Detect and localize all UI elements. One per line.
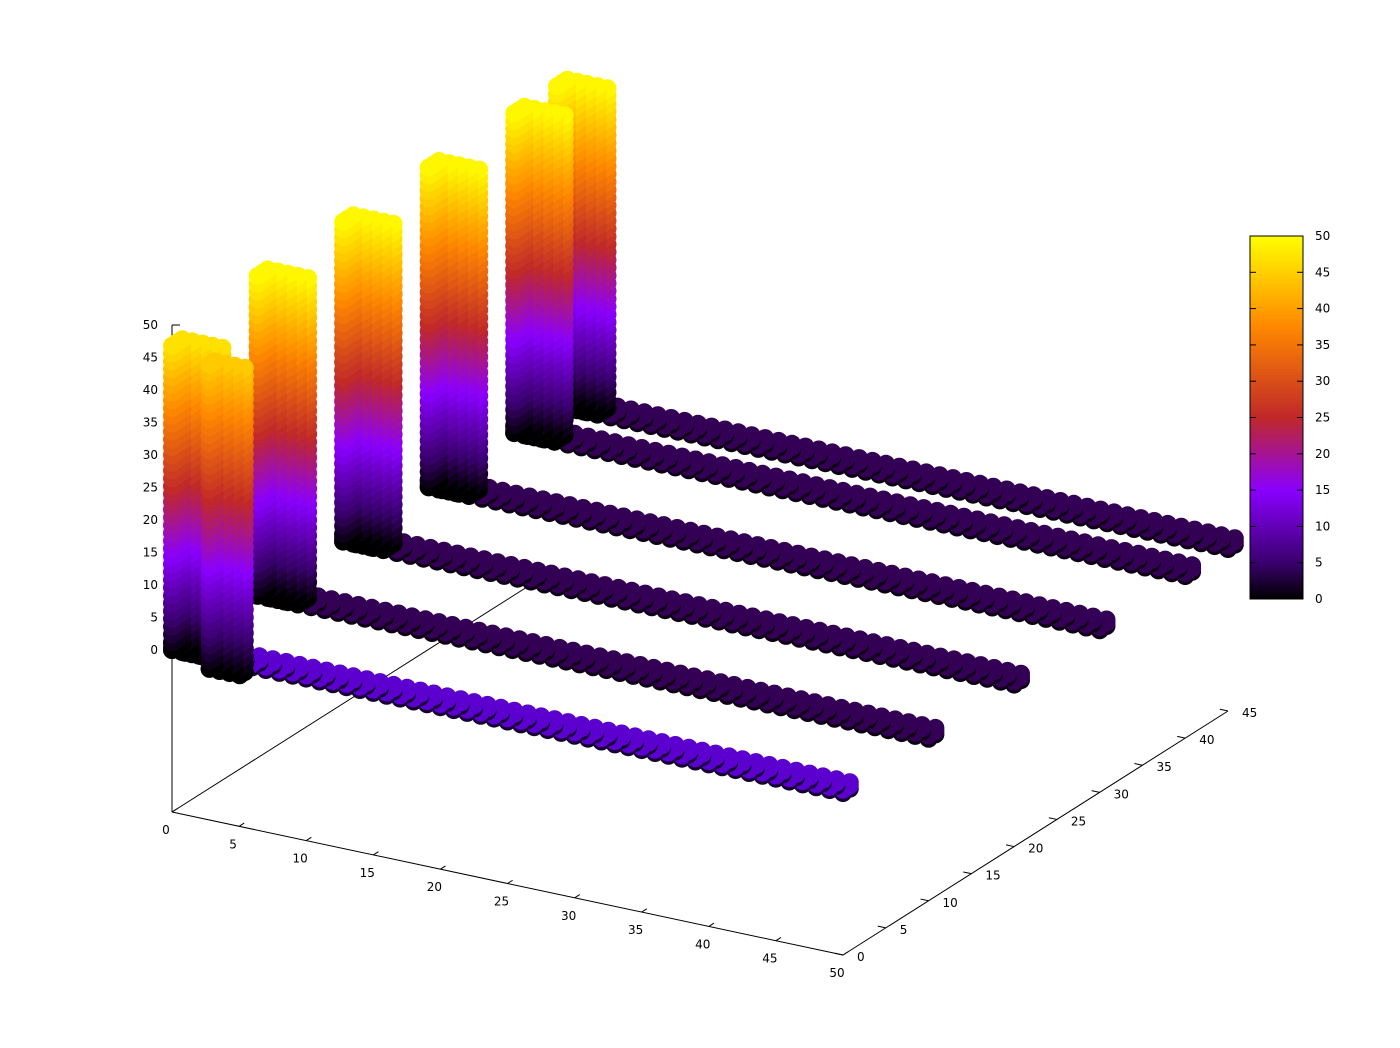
z-tick-label: 50 [143, 318, 158, 332]
y-tick [1005, 844, 1015, 848]
z-tick-label: 10 [143, 578, 158, 592]
x-tick-label: 20 [427, 880, 442, 894]
z-tick-label: 20 [143, 513, 158, 527]
z-tick-label: 0 [150, 643, 158, 657]
y-axis-line [842, 710, 1229, 956]
x-tick [507, 879, 513, 884]
x-tick [373, 851, 379, 856]
y-tick-label: 15 [985, 869, 1000, 883]
y-tick [1134, 763, 1143, 766]
x-tick [171, 808, 178, 813]
y-tick-label: 35 [1156, 760, 1171, 774]
x-tick [238, 822, 245, 827]
y-tick [920, 898, 929, 902]
axes: 0510152025303540455005101520253035404505… [143, 318, 1258, 980]
y-tick-label: 20 [1028, 842, 1043, 856]
x-tick-label: 45 [762, 952, 777, 966]
y-tick-label: 30 [1114, 787, 1129, 801]
y-tick-label: 10 [943, 896, 958, 910]
x-tick-label: 15 [360, 866, 375, 880]
data-point [548, 77, 566, 96]
y-tick-label: 45 [1242, 706, 1257, 720]
z-tick-label: 35 [143, 416, 158, 430]
x-tick-label: 40 [695, 937, 710, 951]
data-point [505, 104, 524, 123]
y-tick [1091, 790, 1100, 793]
data-points [163, 70, 1244, 802]
y-tick-label: 0 [857, 950, 865, 964]
y-tick [877, 925, 886, 929]
z-tick-label: 15 [143, 546, 158, 560]
z-tick-label: 5 [150, 611, 158, 625]
y-tick [1048, 817, 1057, 820]
x-tick [775, 937, 782, 942]
x-tick [708, 922, 715, 927]
y-tick-label: 5 [900, 923, 908, 937]
x-tick-label: 25 [494, 895, 509, 909]
x-tick [440, 865, 446, 870]
x-tick-label: 0 [162, 823, 170, 837]
data-point [419, 158, 438, 177]
z-tick-label: 40 [143, 383, 158, 397]
data-point [334, 212, 353, 231]
y-tick [963, 871, 972, 875]
z-tick-label: 25 [143, 481, 158, 495]
y-tick-label: 25 [1071, 814, 1086, 828]
y-tick [834, 952, 844, 956]
y-tick [1219, 708, 1229, 712]
x-tick [842, 951, 849, 956]
x-tick-label: 30 [561, 909, 576, 923]
z-tick-label: 30 [143, 448, 158, 462]
x-tick [641, 908, 648, 913]
y-tick-label: 40 [1199, 733, 1214, 747]
x-tick-label: 50 [829, 966, 844, 980]
x-tick [574, 894, 581, 899]
x-tick-label: 5 [229, 837, 237, 851]
y-tick [1177, 735, 1186, 739]
x-tick-label: 35 [628, 923, 643, 937]
x-tick [305, 836, 312, 842]
x-tick-label: 10 [293, 852, 308, 866]
z-tick-label: 45 [143, 351, 158, 365]
